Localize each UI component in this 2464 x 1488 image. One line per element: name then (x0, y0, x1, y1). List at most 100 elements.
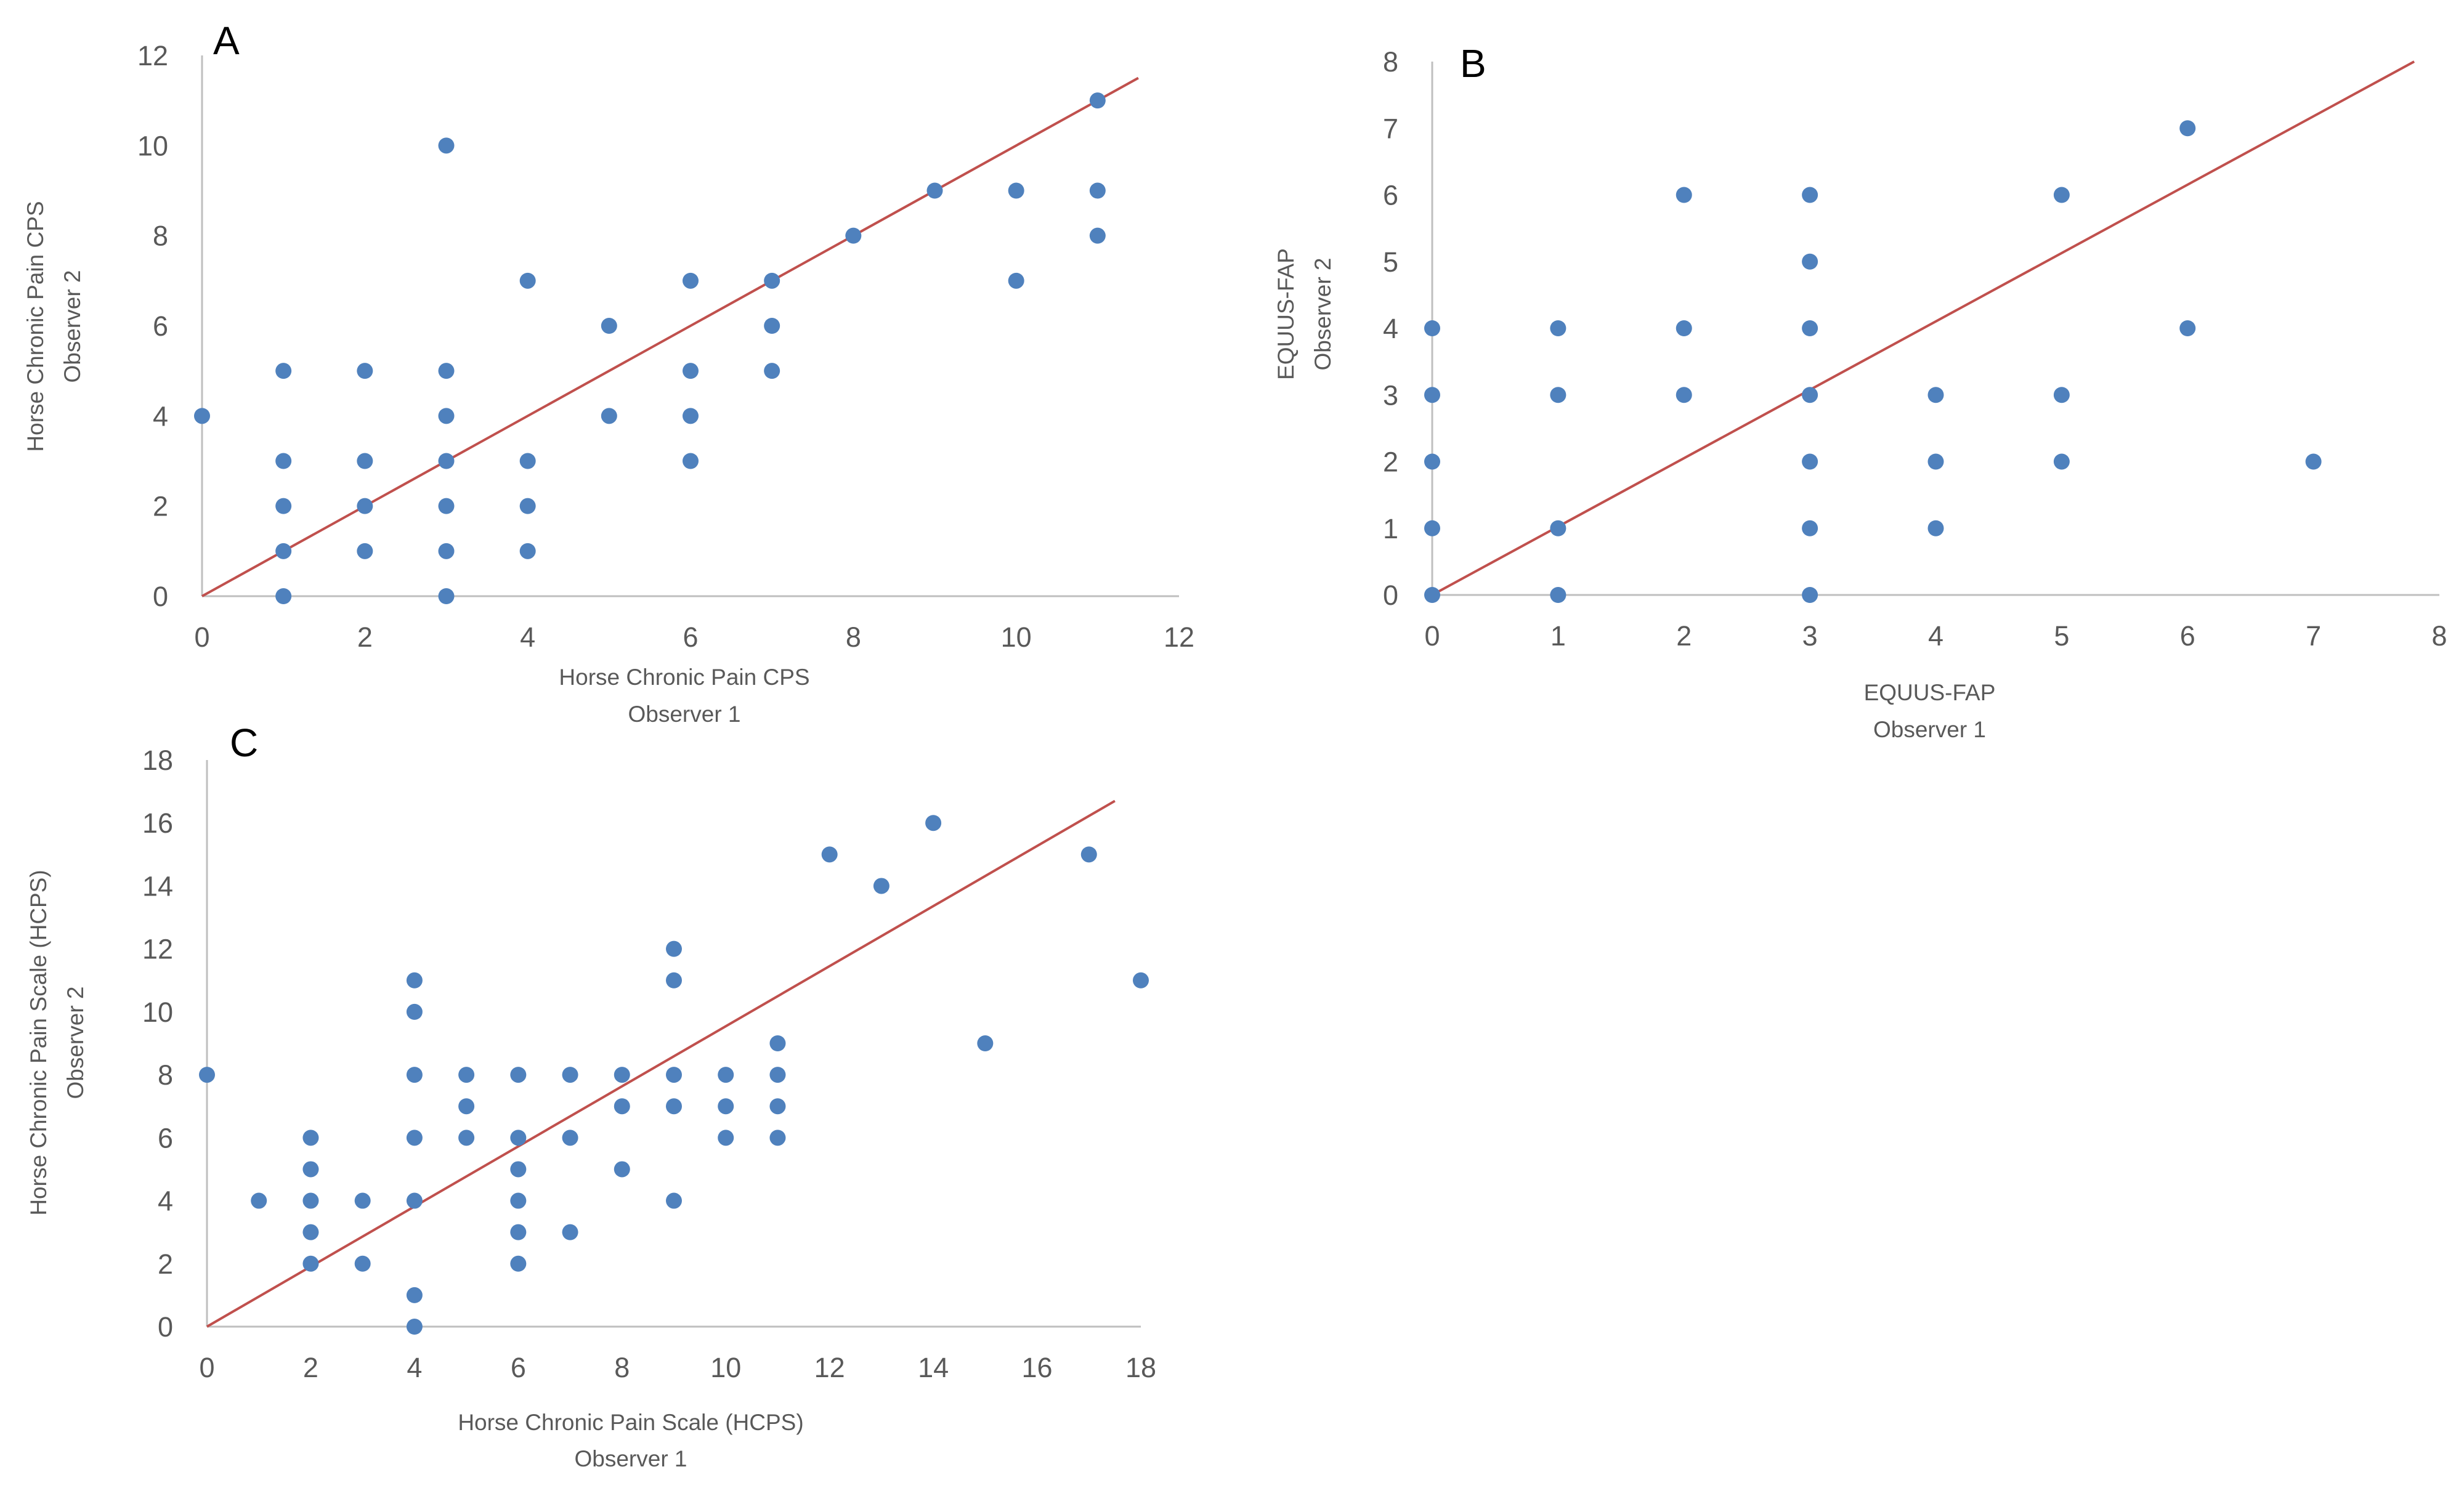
x-tick-label: 6 (2180, 620, 2195, 652)
data-point (1424, 587, 1440, 603)
x-axis-title-line2: Observer 1 (1873, 717, 1986, 742)
y-tick-label: 8 (153, 220, 168, 252)
data-point (406, 1003, 423, 1020)
data-point (302, 1224, 319, 1240)
panel-c: 0 2 4 6 8 10 12 14 16 18 0 2 4 6 8 10 12 14 16 18 Horse Chro… (26, 721, 1156, 1471)
y-tick-label: 16 (142, 807, 173, 839)
data-point (275, 543, 292, 559)
y-axis-title: Horse Chronic Pain CPS (23, 201, 48, 451)
data-point (406, 1067, 423, 1083)
data-point (769, 1130, 786, 1146)
data-point (510, 1192, 527, 1209)
data-point (683, 453, 699, 469)
y-tick-label: 10 (137, 130, 168, 161)
data-point (1424, 387, 1440, 403)
data-point (614, 1098, 630, 1115)
data-point (926, 182, 943, 199)
data-point (510, 1067, 527, 1083)
data-point (1424, 453, 1440, 470)
x-tick-label: 16 (1022, 1352, 1053, 1383)
data-point (2053, 387, 2070, 403)
data-point (2053, 187, 2070, 203)
y-tick-label: 2 (1383, 447, 1398, 478)
data-point (1676, 187, 1692, 203)
data-point (275, 363, 292, 379)
y-tick-label: 4 (153, 400, 168, 432)
data-point (1424, 520, 1440, 536)
data-point (1080, 846, 1097, 863)
x-axis-title: Horse Chronic Pain Scale (HCPS) (458, 1410, 803, 1435)
data-point (1089, 92, 1106, 109)
data-point (406, 1192, 423, 1209)
data-point (2053, 453, 2070, 470)
x-tick-label: 8 (846, 621, 861, 653)
panel-a: 0 2 4 6 8 10 12 0 2 4 6 8 10 12 Horse Chronic Pain CPS… (23, 18, 1194, 727)
data-point (194, 408, 210, 424)
data-point (764, 318, 780, 334)
data-point (1550, 387, 1566, 403)
data-point (354, 1192, 371, 1209)
data-point (764, 363, 780, 379)
data-point (199, 1067, 215, 1083)
data-point (302, 1130, 319, 1146)
y-tick-label: 6 (158, 1122, 173, 1154)
data-point (458, 1098, 475, 1115)
y-tick-label: 1 (1383, 513, 1398, 544)
data-point (666, 1067, 682, 1083)
data-point (1550, 587, 1566, 603)
data-point (302, 1192, 319, 1209)
x-tick-label: 0 (194, 621, 209, 653)
y-tick-label: 5 (1383, 246, 1398, 278)
data-point (357, 363, 373, 379)
x-tick-label: 12 (814, 1352, 845, 1383)
data-point (1802, 253, 1818, 270)
data-point (406, 972, 423, 989)
x-tick-label: 12 (1164, 621, 1194, 653)
data-point (1802, 453, 1818, 470)
data-point (1676, 320, 1692, 336)
y-axis-title-line2: Observer 2 (63, 986, 88, 1099)
data-point (406, 1319, 423, 1335)
data-point (519, 543, 536, 559)
data-point (406, 1130, 423, 1146)
x-tick-label: 10 (1001, 621, 1032, 653)
data-point (718, 1098, 734, 1115)
x-tick-label: 6 (683, 621, 698, 653)
data-point (406, 1287, 423, 1303)
data-point (683, 272, 699, 289)
data-point (1927, 520, 1944, 536)
y-tick-label: 0 (153, 581, 168, 612)
x-axis-title: Horse Chronic Pain CPS (559, 665, 809, 690)
data-point (2179, 320, 2196, 336)
data-point (562, 1130, 578, 1146)
data-point (1550, 320, 1566, 336)
data-point (666, 1098, 682, 1115)
data-point (1802, 320, 1818, 336)
data-point (614, 1161, 630, 1178)
x-tick-label: 4 (407, 1352, 422, 1383)
y-tick-label: 6 (1383, 180, 1398, 211)
data-point (438, 543, 455, 559)
data-point (769, 1067, 786, 1083)
data-point (562, 1224, 578, 1240)
data-point (251, 1192, 267, 1209)
data-point (2179, 120, 2196, 137)
data-point (438, 498, 455, 514)
y-tick-label: 6 (153, 310, 168, 342)
y-tick-label: 12 (142, 934, 173, 965)
panel-letter: C (230, 721, 258, 765)
x-tick-label: 2 (1676, 620, 1692, 652)
reference-line (1432, 60, 2415, 596)
data-point (1802, 387, 1818, 403)
x-tick-label: 0 (199, 1352, 214, 1383)
data-point (1008, 272, 1024, 289)
x-tick-label: 2 (303, 1352, 318, 1383)
y-tick-label: 3 (1383, 379, 1398, 411)
data-point (769, 1035, 786, 1051)
data-point (510, 1255, 527, 1272)
data-point (764, 272, 780, 289)
x-tick-label: 6 (511, 1352, 526, 1383)
data-point (614, 1067, 630, 1083)
data-point (1927, 453, 1944, 470)
data-point (519, 453, 536, 469)
